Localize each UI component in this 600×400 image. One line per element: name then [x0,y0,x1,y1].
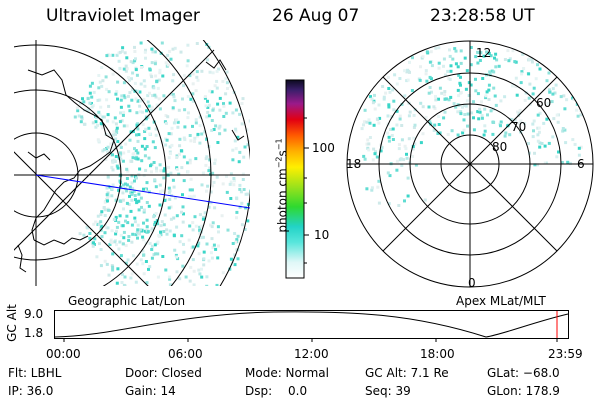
glat-info: GLat: −68.0 [487,366,560,380]
geographic-grid [14,40,250,286]
colorbar [285,79,309,279]
unit-sup-2: −1 [274,138,284,151]
altitude-ylabel: GC Alt [5,304,19,342]
lat-label-60: 60 [536,96,552,110]
satellite-track [35,174,250,209]
geographic-label: Geographic Lat/Lon [68,294,186,308]
glon-info: GLon: 178.9 [487,384,560,398]
ip-info: IP: 36.0 [8,384,54,398]
alt-tick-9: 9.0 [24,307,44,321]
time-tick-0600: 06:00 [168,347,203,361]
lat-label-70: 70 [511,120,527,134]
geographic-map [14,40,250,286]
gain-info: Gain: 14 [125,384,176,398]
polar-map [346,40,594,288]
door-info: Door: Closed [125,366,202,380]
colorbar-unit-label: photon cm−2s−1 [275,116,290,256]
time-tick-2359: 23:59 [548,347,583,361]
date-label: 26 Aug 07 [272,6,360,26]
dsp-label: Dsp: [245,384,273,398]
geographic-aurora-speckle [73,41,250,286]
mlt-label-0: 0 [468,276,476,290]
coastline [17,59,245,273]
mlt-label-6: 6 [577,157,585,171]
seq-info: Seq: 39 [365,384,411,398]
time-tick-1200: 12:00 [294,347,329,361]
unit-sup-1: −2 [274,156,284,169]
apex-label: Apex MLat/MLT [456,294,546,308]
app-title: Ultraviolet Imager [46,6,200,26]
dsp-value: 0.0 [288,384,308,398]
altitude-plot [54,310,569,342]
gc-alt-info: GC Alt: 7.1 Re [365,366,449,380]
mlt-label-12: 12 [476,46,492,60]
time-label: 23:28:58 UT [430,6,535,26]
time-tick-0000: 00:00 [46,347,81,361]
flight-info: Flt: LBHL [8,366,62,380]
colorbar-tick-10: 10 [314,228,330,242]
time-tick-1800: 18:00 [420,347,455,361]
mode-info: Mode: Normal [245,366,329,380]
unit-text: photon cm [275,168,290,233]
altitude-curve [54,311,569,338]
unit-mid: s [275,150,290,157]
mlt-label-18: 18 [346,157,362,171]
alt-tick-1-8: 1.8 [24,326,44,340]
polar-grid [346,40,594,288]
colorbar-tick-100: 100 [312,141,335,155]
lat-label-80: 80 [492,140,508,154]
